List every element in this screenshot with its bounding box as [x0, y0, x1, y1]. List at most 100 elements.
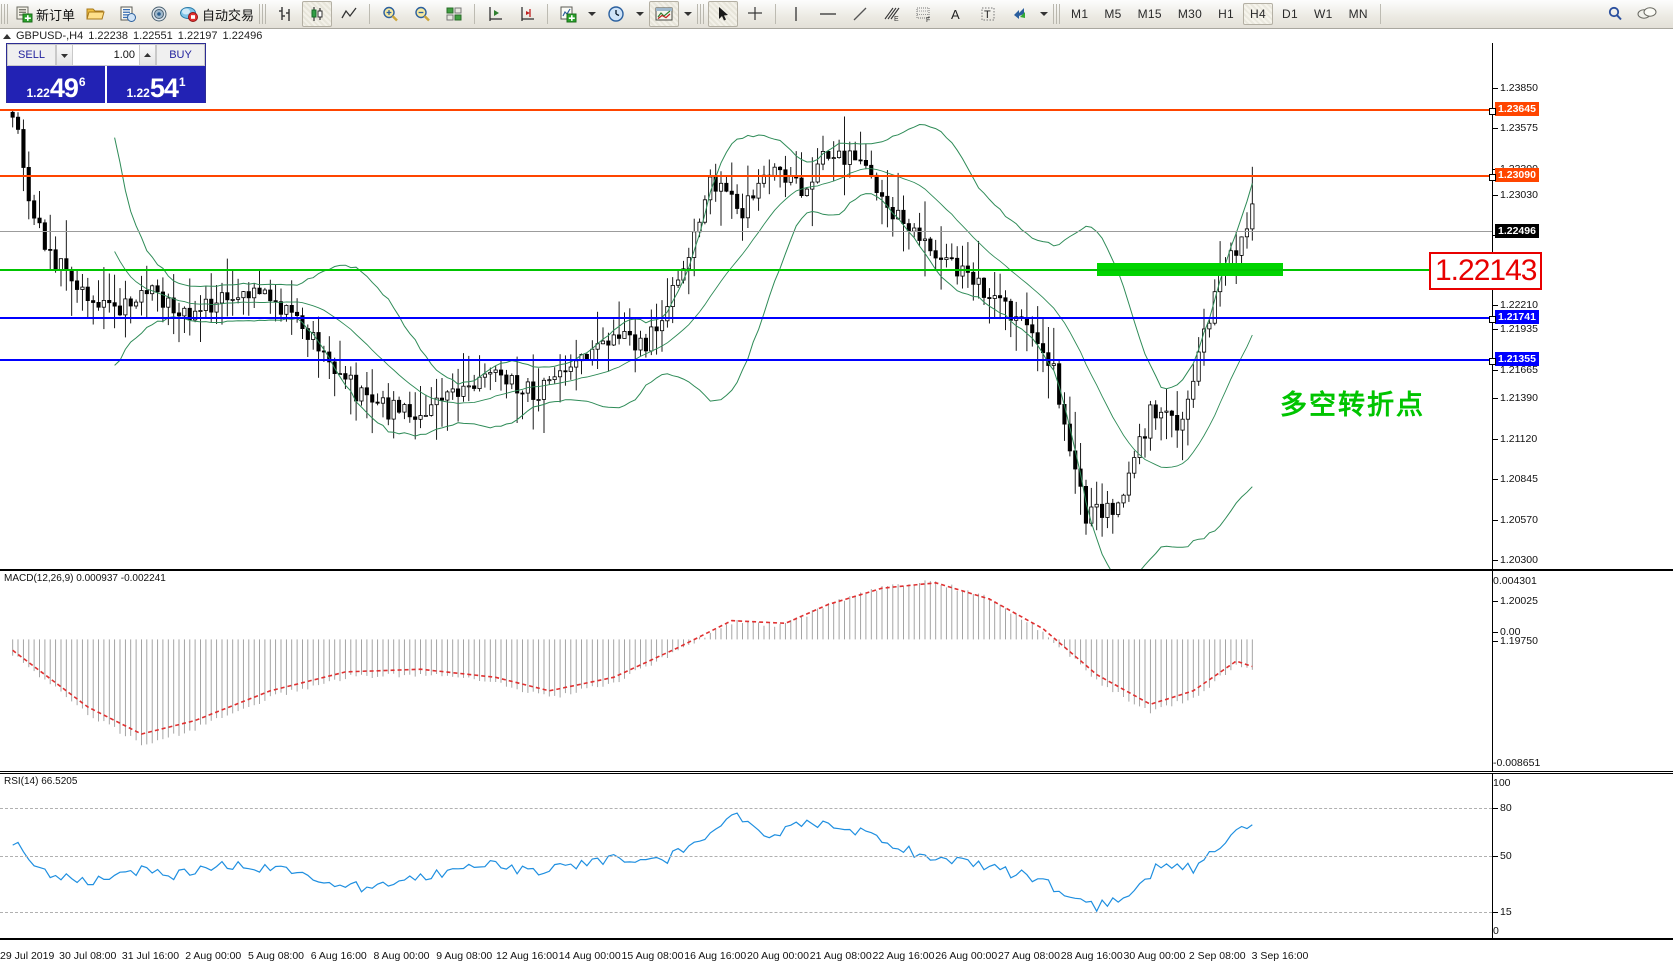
one-click-top-row: SELL 1.00 BUY — [7, 44, 205, 66]
volume-value[interactable]: 1.00 — [113, 49, 135, 61]
timeframe-h4[interactable]: H4 — [1243, 3, 1273, 25]
report-icon — [120, 6, 137, 22]
symbol-info-line: GBPUSD-,H4 1.22238 1.22551 1.22197 1.224… — [0, 29, 1673, 43]
volume-decrease-button[interactable] — [57, 45, 73, 65]
text-label-button[interactable]: T — [973, 1, 1003, 27]
time-tick: 22 Aug 16:00 — [872, 950, 935, 962]
timeframe-m30[interactable]: M30 — [1177, 7, 1203, 21]
candlestick-chart-button[interactable] — [302, 1, 333, 27]
sell-price-button[interactable]: 1.22 49 6 — [7, 66, 105, 103]
timeframe-h1[interactable]: H1 — [1218, 7, 1235, 21]
toolbar-grip-2[interactable] — [259, 4, 267, 24]
zoom-out-button[interactable] — [407, 1, 437, 27]
time-tick: 30 Aug 00:00 — [1123, 950, 1186, 962]
toolbar-grip-3[interactable] — [697, 4, 705, 24]
timeframe-m1[interactable]: M1 — [1071, 7, 1089, 21]
chart-text-annotation[interactable]: 多空转折点 — [1280, 390, 1425, 421]
chart-area[interactable]: GBPUSD-,H4 1.22238 1.22551 1.22197 1.224… — [0, 29, 1673, 962]
period-button[interactable] — [601, 1, 631, 27]
auto-trading-button[interactable]: 自动交易 — [176, 1, 257, 27]
toolbar-separator-4 — [775, 4, 777, 24]
buy-price-button[interactable]: 1.22 54 1 — [105, 66, 205, 103]
line-chart-icon — [341, 7, 357, 19]
crosshair-tool-button[interactable] — [740, 1, 770, 27]
sell-label-button[interactable]: SELL — [7, 44, 56, 66]
terminal-button[interactable] — [80, 1, 110, 27]
toolbar-grip-4[interactable] — [1053, 4, 1061, 24]
support-line-blue-1[interactable] — [0, 316, 1496, 323]
templates-button[interactable] — [649, 1, 680, 27]
price-tag-support-blue-1: 1.21741 — [1495, 310, 1539, 324]
line-chart-button[interactable] — [334, 1, 364, 27]
zoom-out-icon — [415, 6, 430, 22]
auto-trading-label: 自动交易 — [202, 7, 255, 23]
line-handle[interactable] — [1489, 174, 1496, 181]
price-callout-label[interactable]: 1.22143 — [1429, 252, 1543, 290]
volume-stepper[interactable]: 1.00 — [56, 44, 156, 66]
search-button[interactable] — [1600, 1, 1630, 27]
indicators-dropdown-caret[interactable] — [588, 12, 597, 16]
rsi-axis[interactable]: 100 80 50 15 0 — [1492, 774, 1673, 938]
new-order-button[interactable]: 新订单 — [12, 1, 78, 27]
chat-button[interactable] — [1632, 1, 1662, 27]
zoom-in-button[interactable] — [375, 1, 405, 27]
support-line-green[interactable] — [0, 268, 1496, 275]
rsi-level-50 — [0, 856, 1492, 857]
bar-chart-button[interactable] — [270, 1, 300, 27]
resistance-line-2[interactable] — [0, 174, 1496, 181]
line-handle[interactable] — [1489, 358, 1496, 365]
equidistant-channel-button[interactable]: E — [877, 1, 907, 27]
rsi-series — [12, 812, 1253, 913]
collapse-triangle-icon[interactable] — [3, 33, 11, 39]
text-tool-button[interactable]: A — [941, 1, 971, 27]
timeframe-m5[interactable]: M5 — [1104, 7, 1122, 21]
new-order-label: 新订单 — [36, 7, 76, 23]
line-handle[interactable] — [1489, 108, 1496, 115]
macd-tick: -0.008651 — [1493, 757, 1541, 769]
shapes-dropdown-caret[interactable] — [1040, 12, 1049, 16]
trendline-button[interactable] — [845, 1, 875, 27]
price-candles — [10, 109, 1255, 569]
templates-dropdown-caret[interactable] — [684, 12, 693, 16]
rsi-pane[interactable]: RSI(14) 66.5205 100 80 50 15 0 — [0, 773, 1673, 939]
data-window-button[interactable] — [112, 1, 142, 27]
shapes-button[interactable] — [1005, 1, 1035, 27]
time-axis[interactable]: 29 Jul 2019 30 Jul 08:00 31 Jul 16:00 2 Aug… — [0, 939, 1673, 979]
sell-price-prefix: 1.22 — [26, 86, 50, 100]
clock-icon — [608, 6, 624, 22]
price-axis[interactable]: 1.23850 1.23575 1.23300 1.23030 1.22755 … — [1492, 43, 1673, 647]
timeframe-m15[interactable]: M15 — [1137, 7, 1162, 21]
vertical-line-button[interactable] — [781, 1, 811, 27]
toolbar-grip[interactable] — [1, 4, 8, 24]
macd-axis[interactable]: 0.004301 0.00 -0.008651 — [1492, 571, 1673, 771]
cursor-tool-button[interactable] — [708, 1, 739, 27]
price-tick: 1.21665 — [1493, 364, 1538, 376]
timeframe-mn[interactable]: MN — [1348, 7, 1368, 21]
timeframe-d1[interactable]: D1 — [1282, 7, 1298, 21]
navigator-button[interactable] — [144, 1, 174, 27]
resistance-line-1[interactable] — [0, 108, 1496, 115]
price-tick: 1.21935 — [1493, 323, 1538, 335]
indicators-button[interactable] — [553, 1, 583, 27]
auto-scroll-button[interactable] — [512, 1, 542, 27]
rsi-plot[interactable] — [0, 774, 1492, 938]
price-tick: 1.20845 — [1493, 473, 1538, 485]
horizontal-line-button[interactable] — [813, 1, 843, 27]
price-pane[interactable]: 1.22143 多空转折点 1.23850 1.23575 1.23300 1.… — [0, 43, 1673, 647]
rsi-tick: 50 — [1493, 850, 1512, 862]
period-dropdown-caret[interactable] — [636, 12, 645, 16]
fibonacci-icon: E — [884, 7, 900, 23]
tile-windows-button[interactable] — [439, 1, 469, 27]
chart-shift-button[interactable] — [480, 1, 510, 27]
one-click-trading-panel[interactable]: SELL 1.00 BUY 1.22 49 — [6, 43, 206, 103]
volume-increase-button[interactable] — [139, 45, 155, 65]
macd-pane[interactable]: MACD(12,26,9) 0.000937 -0.002241 0.00430… — [0, 570, 1673, 772]
line-handle[interactable] — [1489, 316, 1496, 323]
buy-label-button[interactable]: BUY — [156, 44, 205, 66]
support-line-blue-2[interactable] — [0, 358, 1496, 365]
fibonacci-button[interactable]: F — [909, 1, 939, 27]
macd-plot[interactable] — [0, 571, 1492, 771]
ohlc-high: 1.22551 — [133, 30, 173, 42]
timeframe-w1[interactable]: W1 — [1313, 7, 1333, 21]
price-plot[interactable] — [0, 43, 1492, 569]
